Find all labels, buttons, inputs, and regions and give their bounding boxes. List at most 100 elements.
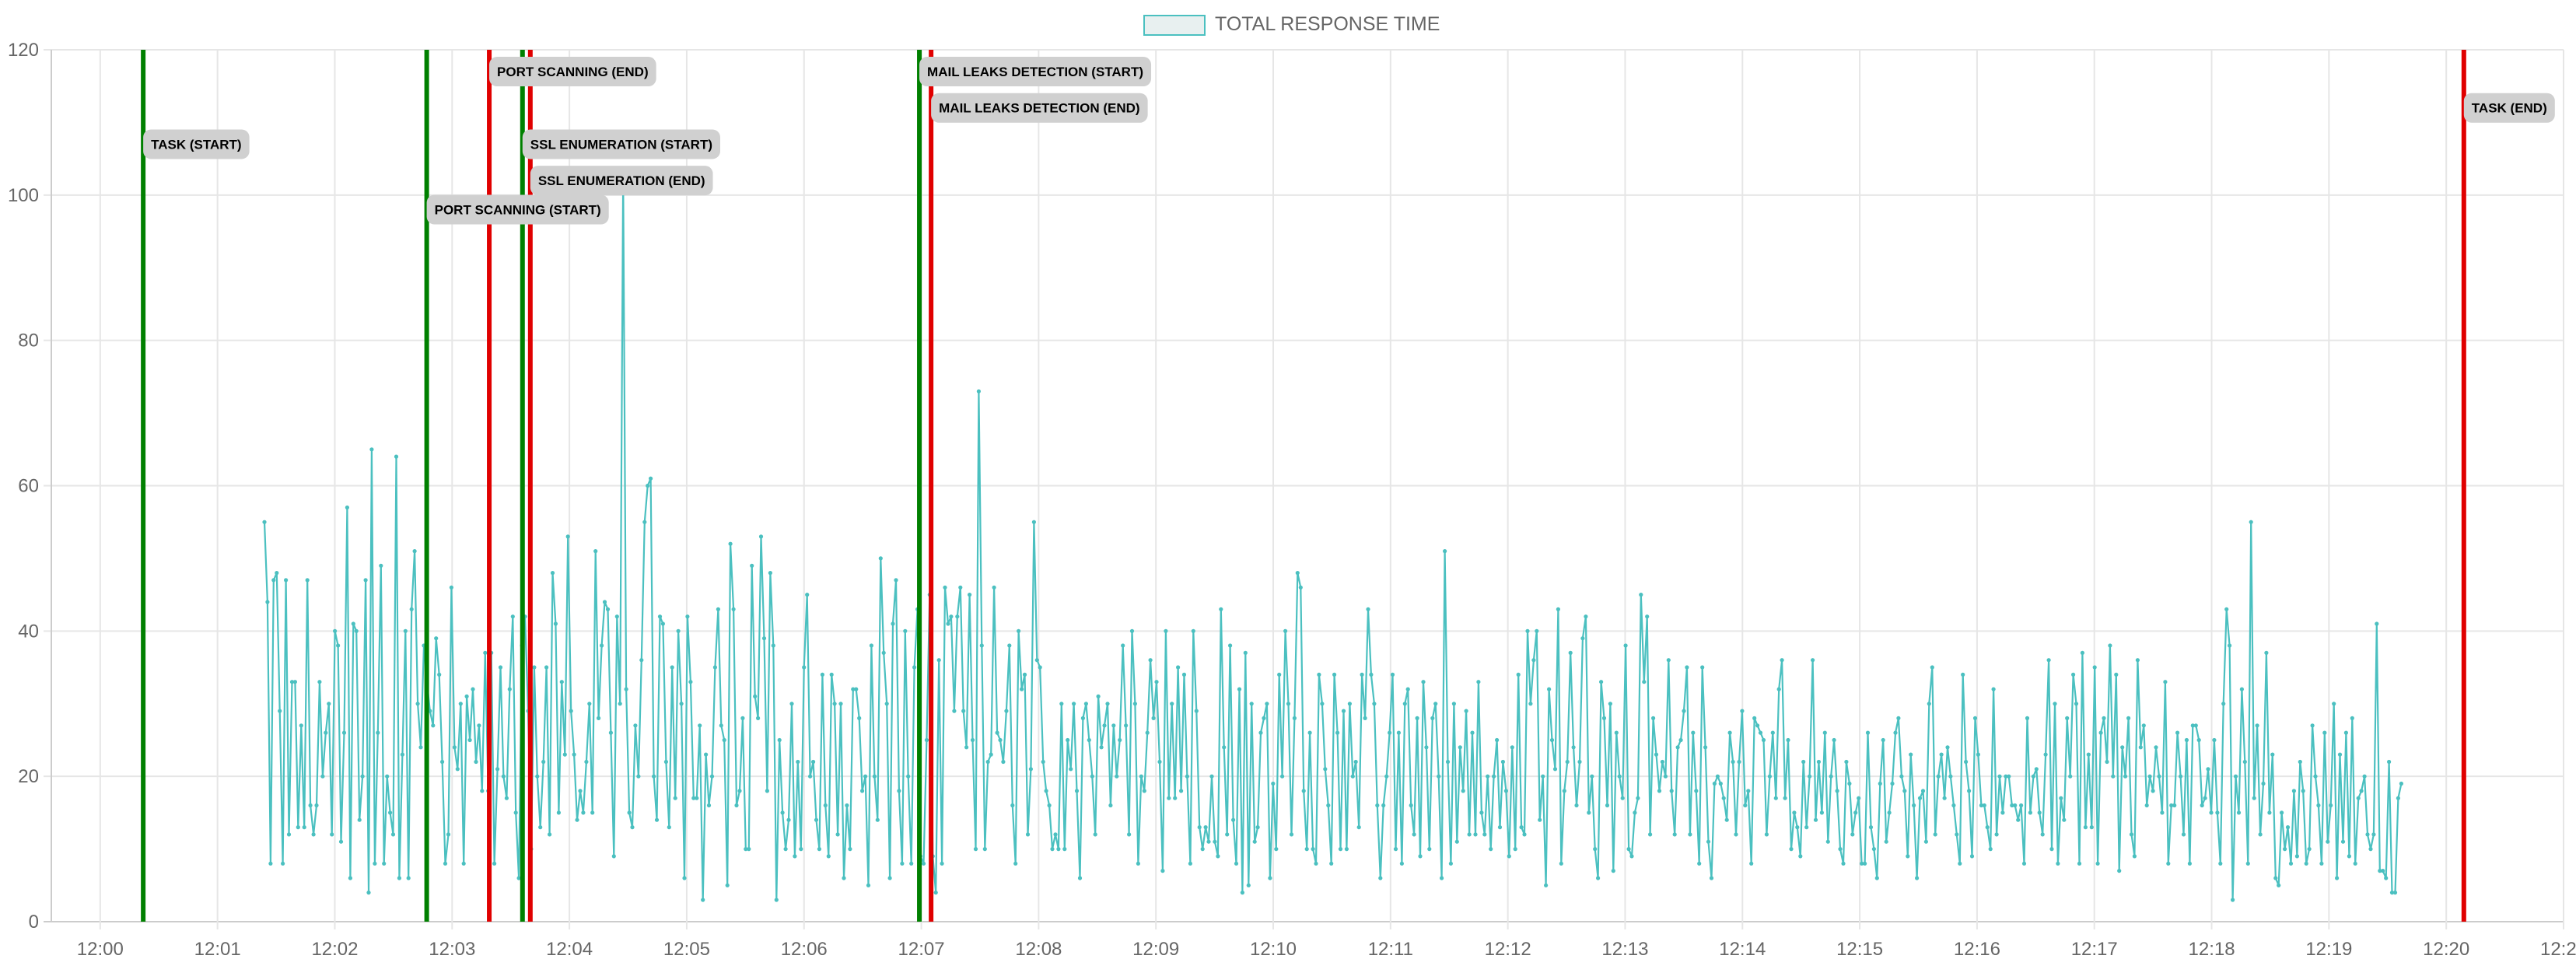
data-point <box>415 702 420 706</box>
data-point <box>894 578 898 583</box>
data-point <box>1887 810 1892 815</box>
data-point <box>572 752 576 757</box>
data-point <box>1105 702 1110 706</box>
data-point <box>1819 810 1824 815</box>
annotation-label: MAIL LEAKS DETECTION (END) <box>931 93 1148 123</box>
x-tick-label: 12:09 <box>1132 939 1179 960</box>
data-point <box>698 723 702 728</box>
x-tick-label: 12:07 <box>898 939 945 960</box>
data-point <box>1243 650 1248 656</box>
data-point <box>2267 810 2272 815</box>
data-point <box>507 687 512 691</box>
data-point <box>1764 832 1769 837</box>
data-point <box>725 883 730 887</box>
data-point <box>872 774 877 779</box>
data-point <box>1556 607 1560 611</box>
data-point <box>455 767 460 772</box>
data-point <box>1399 861 1404 866</box>
data-point <box>793 854 797 859</box>
data-point <box>605 607 611 611</box>
data-point <box>1700 665 1705 670</box>
data-point <box>1948 774 1953 779</box>
data-point <box>968 593 972 597</box>
data-point <box>670 665 674 670</box>
data-point <box>1347 702 1352 706</box>
data-point <box>1939 752 1944 757</box>
data-point <box>1034 658 1039 663</box>
data-point <box>1470 730 1475 735</box>
data-point <box>366 891 371 895</box>
data-point <box>1157 759 1162 765</box>
data-point <box>1050 847 1055 852</box>
data-point <box>1127 832 1132 837</box>
data-point <box>1832 737 1836 743</box>
data-point <box>461 861 466 866</box>
data-point <box>2013 803 2018 808</box>
data-point <box>1099 745 1104 750</box>
data-point <box>1304 847 1309 852</box>
data-point <box>744 847 748 852</box>
data-point <box>1636 796 1640 800</box>
data-point <box>1672 832 1677 837</box>
data-point <box>1200 847 1205 852</box>
data-point <box>709 774 715 779</box>
data-point <box>1053 832 1058 837</box>
data-point <box>1718 781 1723 786</box>
data-point <box>1531 658 1536 663</box>
data-point <box>1758 730 1763 735</box>
data-point <box>1660 759 1664 765</box>
data-point <box>2258 832 2263 837</box>
data-point <box>390 832 396 837</box>
data-point <box>2169 803 2174 808</box>
data-point <box>1976 752 1980 757</box>
data-point <box>354 628 359 633</box>
data-point <box>587 702 592 706</box>
data-point <box>1020 687 1024 691</box>
data-point <box>933 891 938 895</box>
data-point <box>1111 723 1116 728</box>
data-point <box>1129 628 1135 633</box>
data-point <box>1737 759 1741 765</box>
data-point <box>2138 745 2143 750</box>
data-point <box>2196 737 2201 743</box>
data-point <box>1773 796 1778 800</box>
data-point <box>1087 737 1091 743</box>
data-point <box>1608 702 1612 706</box>
data-point <box>940 861 944 866</box>
data-point <box>851 687 856 691</box>
data-point <box>955 614 960 619</box>
data-point <box>265 600 270 604</box>
data-point <box>1584 614 1588 619</box>
data-point <box>2056 861 2060 866</box>
data-point <box>1927 702 1931 706</box>
data-point <box>2074 702 2079 706</box>
data-point <box>2387 759 2392 765</box>
data-point <box>1724 817 1729 822</box>
data-point <box>385 774 390 779</box>
data-point <box>341 730 347 735</box>
annotation-label-text: MAIL LEAKS DETECTION (END) <box>939 101 1139 116</box>
data-point <box>1605 803 1610 808</box>
data-point <box>2062 817 2067 822</box>
data-point <box>1145 730 1150 735</box>
data-point <box>1286 702 1291 706</box>
data-point <box>1503 789 1508 793</box>
data-point <box>897 789 901 793</box>
data-point <box>1479 810 1484 815</box>
data-point <box>1440 876 1444 880</box>
data-point <box>275 571 279 576</box>
data-point <box>845 803 849 808</box>
annotation-label: SSL ENUMERATION (START) <box>522 129 720 159</box>
data-point <box>400 752 405 757</box>
data-point <box>2086 752 2091 757</box>
data-point <box>1786 737 1790 743</box>
data-point <box>1225 832 1230 837</box>
data-point <box>1311 847 1315 852</box>
data-point <box>1268 876 1272 880</box>
data-point <box>2347 854 2351 859</box>
y-axis-ticks: 0 20 40 60 80 100 120 <box>8 40 39 933</box>
data-point <box>891 621 895 626</box>
legend[interactable]: TOTAL RESPONSE TIME <box>1143 13 1440 36</box>
data-point <box>1761 737 1766 743</box>
data-point <box>556 810 562 815</box>
